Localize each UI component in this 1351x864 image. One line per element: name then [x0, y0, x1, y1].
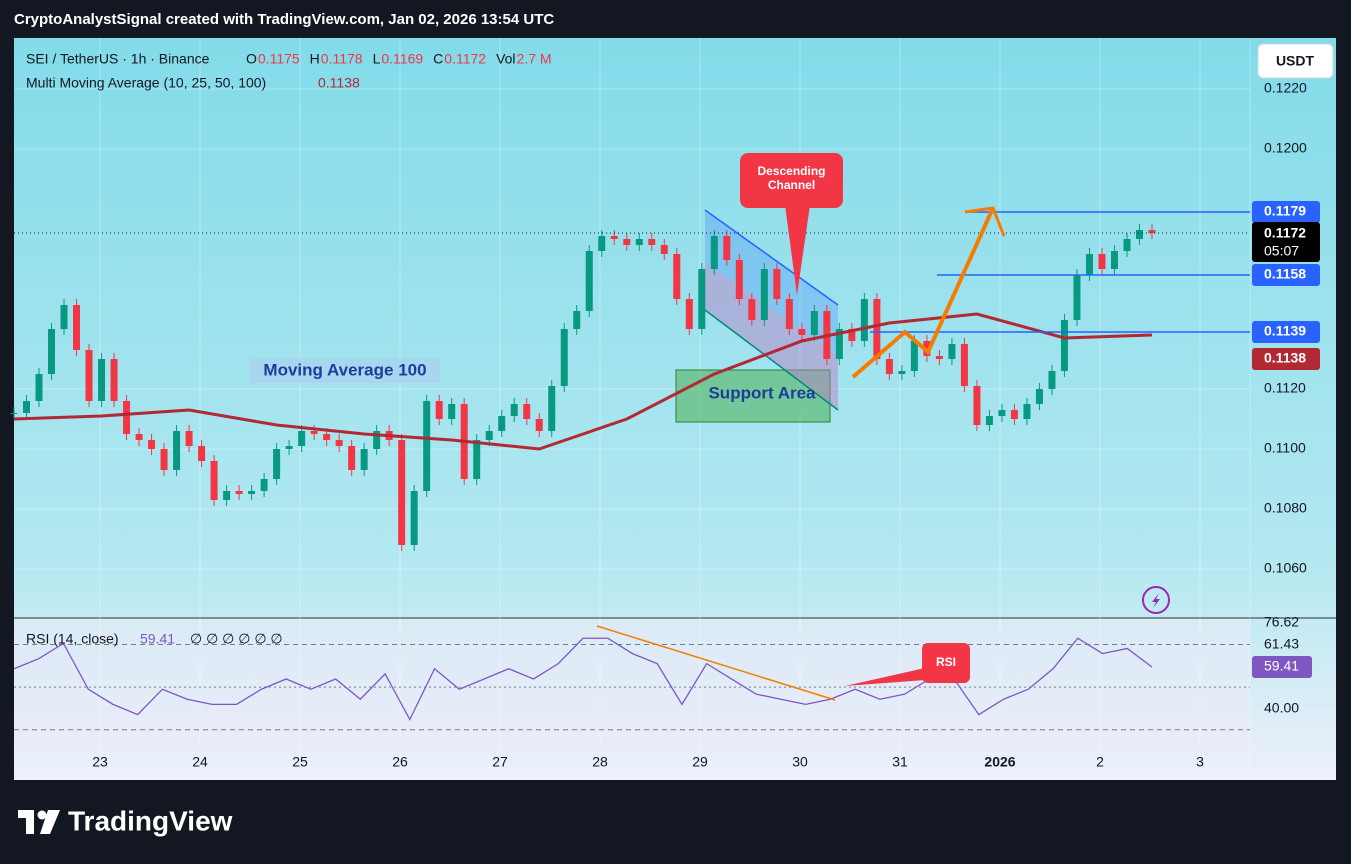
currency-label: USDT: [1276, 53, 1315, 69]
ma-tag-label: 0.1138: [1264, 350, 1306, 366]
x-tick-label: 29: [692, 754, 708, 770]
header-text: CryptoAnalystSignal created with Trading…: [14, 11, 554, 28]
rsi-callout: [922, 643, 970, 683]
ohlc-label: L: [373, 51, 381, 67]
rsi-value-tag: [1252, 656, 1312, 679]
moving-average: [13, 312, 1153, 451]
level-tag: [1252, 264, 1320, 286]
last-price-tag: [1252, 222, 1320, 262]
x-tick-label: 31: [892, 754, 908, 770]
channel-callout-pointer: [785, 205, 810, 295]
x-tick-label: 2: [1096, 754, 1104, 770]
text-layer: Moving Average 100 Support Area Descendi…: [26, 51, 1320, 770]
ohlc-value: 0.1178: [321, 51, 363, 67]
rsi-trendline: [596, 625, 836, 701]
symbol: SEI / TetherUS · 1h · Binance: [26, 51, 210, 67]
ohlc-value: 0.1175: [258, 51, 300, 67]
channel-line: [704, 309, 839, 411]
x-tick-label: 27: [492, 754, 508, 770]
y-tick-label: 0.1120: [1264, 380, 1306, 396]
ma-label-box: [250, 358, 440, 383]
projection-arrow: [851, 207, 995, 379]
lightning-icon: [1142, 586, 1170, 614]
x-tick-label: 2026: [984, 754, 1015, 770]
ma-annotation: Moving Average 100: [263, 360, 426, 379]
x-tick-label: 28: [592, 754, 608, 770]
support-annotation: Support Area: [708, 383, 816, 402]
ohlc-label: C: [433, 51, 443, 67]
rsi-legend: RSI (14, close): [26, 631, 119, 647]
x-tick-label: 24: [192, 754, 208, 770]
x-tick-label: 3: [1196, 754, 1204, 770]
channel-line: [704, 209, 839, 306]
ohlc-label: O: [246, 51, 257, 67]
channel-annotation-box: Descending Channel: [757, 164, 826, 192]
rsi-value-label: 59.41: [1264, 658, 1299, 674]
brand-logo: [18, 810, 60, 834]
level-label: 0.1139: [1264, 323, 1306, 339]
ma-legend: Multi Moving Average (10, 25, 50, 100): [26, 75, 266, 91]
ma-tag: [1252, 348, 1320, 370]
rsi-placeholders: ∅ ∅ ∅ ∅ ∅ ∅: [190, 631, 283, 647]
countdown: 05:07: [1264, 243, 1299, 259]
rsi-legend-value: 59.41: [140, 631, 175, 647]
x-tick-label: 23: [92, 754, 108, 770]
x-tick-label: 30: [792, 754, 808, 770]
ohlc-label: Vol: [496, 51, 515, 67]
ohlc-value: 0.1169: [381, 51, 423, 67]
ohlc-value: 0.1172: [444, 51, 486, 67]
ohlc-value: 2.7 M: [517, 51, 552, 67]
rsi-line: [13, 637, 1153, 721]
y-tick-label: 0.1220: [1264, 80, 1307, 96]
series-layer: [10, 211, 1250, 721]
channel-callout: [740, 153, 843, 208]
rsi-tick-label: 40.00: [1264, 700, 1299, 716]
support-box: [675, 369, 831, 423]
last-price-label: 0.1172: [1264, 225, 1306, 241]
level-tag: [1252, 201, 1320, 223]
level-tag: [1252, 321, 1320, 343]
brand-name: TradingView: [68, 805, 233, 836]
y-tick-label: 0.1060: [1264, 560, 1307, 576]
level-label: 0.1158: [1264, 266, 1306, 282]
arrow-head: [964, 206, 1006, 237]
rsi-callout-pointer: [845, 668, 925, 686]
y-tick-label: 0.1100: [1264, 440, 1306, 456]
rsi-tick-label: 76.62: [1264, 614, 1299, 630]
ma-legend-value: 0.1138: [318, 75, 360, 91]
x-tick-label: 25: [292, 754, 308, 770]
y-tick-label: 0.1080: [1264, 500, 1307, 516]
level-label: 0.1179: [1264, 203, 1306, 219]
channel-annotation: Descending Channel: [757, 164, 826, 192]
rsi-tick-label: 61.43: [1264, 636, 1299, 652]
rsi-annotation: RSI: [936, 655, 956, 669]
ohlc-label: H: [310, 51, 320, 67]
x-tick-label: 26: [392, 754, 408, 770]
rsi-pane: [14, 618, 1250, 750]
y-tick-label: 0.1200: [1264, 140, 1307, 156]
currency-button[interactable]: [1257, 43, 1334, 79]
